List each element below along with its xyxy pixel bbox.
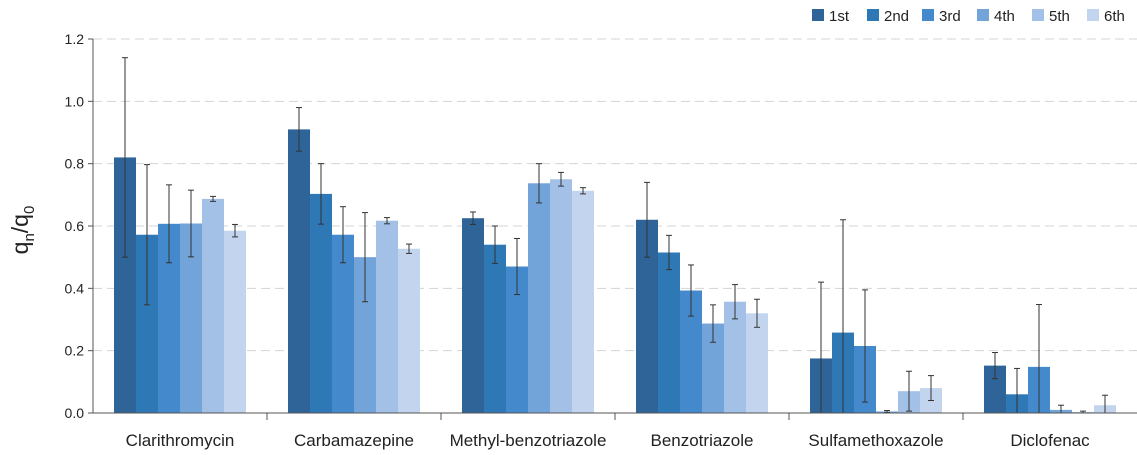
y-tick-label: 0.4	[65, 280, 85, 296]
legend-swatch	[1087, 9, 1099, 21]
gridlines	[93, 38, 1137, 352]
bar	[376, 220, 398, 413]
y-axis-label: qn/q0	[7, 206, 38, 255]
bar	[550, 179, 572, 413]
legend-swatch	[922, 9, 934, 21]
bar	[724, 301, 746, 413]
bar	[680, 290, 702, 413]
y-tick-label: 1.2	[65, 31, 85, 47]
legend: 1st 2nd 3rd 4th 5th 6th	[812, 8, 1125, 25]
x-category-label: Benzotriazole	[650, 431, 753, 450]
x-category-label: Clarithromycin	[126, 431, 235, 450]
bar	[202, 198, 224, 413]
bars	[114, 129, 1116, 413]
bar	[984, 365, 1006, 413]
bar	[332, 234, 354, 413]
legend-swatch	[977, 9, 989, 21]
bar	[528, 183, 550, 413]
bar	[506, 266, 528, 413]
bar	[462, 218, 484, 413]
y-tick-label: 0.0	[65, 405, 85, 421]
bar	[398, 248, 420, 413]
bar	[572, 190, 594, 413]
legend-label: 2nd	[884, 8, 909, 25]
bar	[746, 313, 768, 413]
bar	[158, 223, 180, 413]
legend-swatch	[812, 9, 824, 21]
bar	[224, 230, 246, 413]
y-tick-label: 0.8	[65, 156, 85, 172]
y-tick-label: 0.6	[65, 218, 85, 234]
x-category-label: Diclofenac	[1010, 431, 1090, 450]
bar	[114, 157, 136, 413]
x-category-label: Carbamazepine	[294, 431, 414, 450]
bar	[636, 219, 658, 413]
x-category-labels: Clarithromycin Carbamazepine Methyl-benzot…	[126, 431, 1091, 450]
legend-label: 1st	[829, 8, 850, 25]
legend-label: 5th	[1049, 8, 1070, 25]
bar	[484, 244, 506, 413]
axes	[88, 38, 1137, 420]
bar	[658, 252, 680, 413]
y-tick-label: 1.0	[65, 93, 85, 109]
legend-swatch	[867, 9, 879, 21]
error-bars	[122, 57, 1108, 414]
y-tick-label: 0.2	[65, 343, 85, 359]
legend-swatch	[1032, 9, 1044, 21]
x-category-label: Methyl-benzotriazole	[450, 431, 607, 450]
legend-label: 3rd	[939, 8, 961, 25]
x-category-label: Sulfamethoxazole	[808, 431, 943, 450]
bar	[136, 234, 158, 413]
bar	[310, 193, 332, 413]
bar	[702, 323, 724, 413]
bar	[288, 129, 310, 413]
legend-label: 6th	[1104, 8, 1125, 25]
bar	[180, 223, 202, 413]
bar	[354, 257, 376, 413]
legend-label: 4th	[994, 8, 1015, 25]
y-tick-labels: 0.0 0.2 0.4 0.6 0.8 1.0 1.2	[65, 31, 85, 421]
